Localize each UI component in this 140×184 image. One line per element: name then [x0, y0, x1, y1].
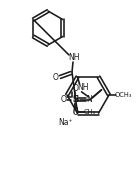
Text: O: O [53, 73, 59, 82]
Text: N: N [73, 95, 78, 104]
Text: NH: NH [68, 54, 80, 63]
Text: N: N [87, 95, 92, 104]
Text: S: S [72, 95, 79, 104]
Text: N: N [73, 107, 78, 116]
Text: O⁻: O⁻ [73, 108, 82, 117]
Text: OCH₃: OCH₃ [114, 92, 132, 98]
Text: Na⁺: Na⁺ [58, 118, 73, 127]
Text: CH₃: CH₃ [83, 109, 96, 115]
Text: O: O [61, 95, 66, 104]
Text: NH: NH [78, 83, 89, 92]
Text: O: O [73, 84, 78, 93]
